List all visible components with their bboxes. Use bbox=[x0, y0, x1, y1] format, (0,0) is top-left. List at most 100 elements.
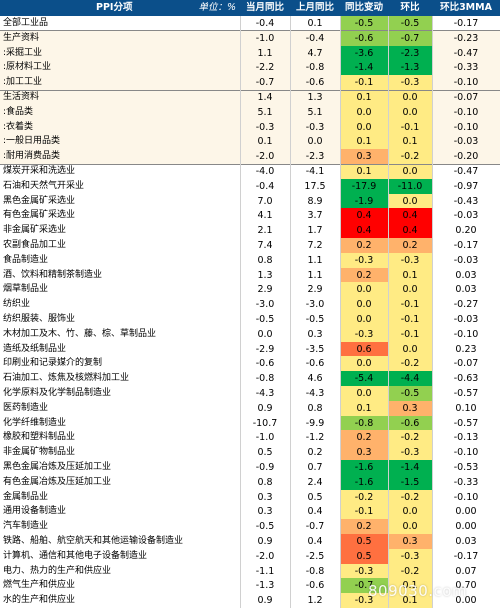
table-cell: 4.1 bbox=[240, 208, 290, 224]
table-cell: -0.5 bbox=[388, 16, 432, 31]
table-cell: 0.00 bbox=[432, 519, 500, 535]
table-cell: -1.6 bbox=[340, 460, 388, 475]
table-cell: -0.5 bbox=[240, 312, 290, 327]
table-cell: -0.10 bbox=[432, 489, 500, 505]
table-cell: 0.0 bbox=[388, 519, 432, 535]
table-cell: -0.10 bbox=[432, 75, 500, 91]
table-cell: -0.03 bbox=[432, 312, 500, 327]
table-cell: 0.5 bbox=[340, 548, 388, 564]
table-cell: -4.0 bbox=[240, 164, 290, 179]
table-cell: -1.1 bbox=[240, 563, 290, 579]
table-cell: 1.3 bbox=[240, 267, 290, 283]
row-label: 煤炭开采和洗选业 bbox=[0, 164, 240, 179]
row-label: :一般日用品类 bbox=[0, 134, 240, 150]
table-cell: 0.3 bbox=[240, 489, 290, 505]
table-cell: -0.10 bbox=[432, 104, 500, 120]
row-label: 生活资料 bbox=[0, 90, 240, 105]
row-label: 石油和天然气开采业 bbox=[0, 178, 240, 194]
table-cell: -0.07 bbox=[432, 90, 500, 105]
table-cell: -0.1 bbox=[340, 504, 388, 520]
row-label: 全部工业品 bbox=[0, 16, 240, 31]
row-label: :原材料工业 bbox=[0, 60, 240, 76]
table-cell: 0.2 bbox=[340, 238, 388, 253]
table-cell: 0.3 bbox=[340, 445, 388, 461]
table-cell: 0.3 bbox=[290, 326, 340, 342]
table-cell: 0.0 bbox=[388, 90, 432, 105]
table-cell: 0.4 bbox=[340, 223, 388, 239]
table-cell: -9.9 bbox=[290, 415, 340, 431]
table-cell: 0.1 bbox=[388, 134, 432, 150]
table-cell: -0.5 bbox=[340, 16, 388, 31]
table-cell: 5.1 bbox=[240, 104, 290, 120]
table-cell: -1.0 bbox=[240, 30, 290, 46]
table-cell: -4.1 bbox=[290, 164, 340, 179]
table-cell: -0.47 bbox=[432, 164, 500, 179]
section-divider bbox=[0, 30, 500, 32]
table-cell: 0.0 bbox=[388, 504, 432, 520]
table-cell: -4.3 bbox=[290, 386, 340, 401]
row-label: 化学原料及化学制品制造业 bbox=[0, 386, 240, 401]
table-cell: -0.33 bbox=[432, 474, 500, 490]
table-cell: 1.1 bbox=[290, 267, 340, 283]
table-cell: -0.3 bbox=[388, 548, 432, 564]
table-cell: -0.03 bbox=[432, 252, 500, 268]
table-cell: 0.0 bbox=[340, 312, 388, 327]
table-cell: -3.0 bbox=[240, 297, 290, 313]
table-cell: -0.17 bbox=[432, 548, 500, 564]
table-cell: -0.17 bbox=[432, 238, 500, 253]
table-cell: 0.3 bbox=[240, 504, 290, 520]
table-cell: 2.9 bbox=[240, 282, 290, 298]
table-cell: -0.3 bbox=[290, 119, 340, 135]
table-cell: -0.7 bbox=[340, 578, 388, 594]
table-cell: 0.1 bbox=[388, 267, 432, 283]
table-cell: 0.0 bbox=[388, 104, 432, 120]
table-cell: -4.3 bbox=[240, 386, 290, 401]
table-cell: 2.1 bbox=[240, 223, 290, 239]
row-label: 医药制造业 bbox=[0, 400, 240, 416]
column-divider bbox=[290, 16, 291, 608]
row-label: 生产资料 bbox=[0, 30, 240, 46]
row-label: 农副食品加工业 bbox=[0, 238, 240, 253]
table-cell: -0.5 bbox=[290, 312, 340, 327]
table-cell: 0.0 bbox=[388, 193, 432, 209]
row-label: 通用设备制造业 bbox=[0, 504, 240, 520]
header-col-prev-yoy: 上月同比 bbox=[290, 0, 340, 16]
table-cell: 0.5 bbox=[340, 534, 388, 549]
table-cell: -0.63 bbox=[432, 371, 500, 387]
table-cell: 0.4 bbox=[290, 504, 340, 520]
table-cell: -0.1 bbox=[340, 75, 388, 91]
row-label: 金属制品业 bbox=[0, 489, 240, 505]
table-cell: 5.1 bbox=[290, 104, 340, 120]
table-cell: 0.0 bbox=[340, 297, 388, 313]
header-col-mom: 环比 bbox=[388, 0, 432, 16]
row-label: 非金属矿物制品业 bbox=[0, 445, 240, 461]
row-label: :加工工业 bbox=[0, 75, 240, 91]
column-divider bbox=[240, 16, 241, 608]
table-cell: 0.03 bbox=[432, 534, 500, 549]
row-label: :食品类 bbox=[0, 104, 240, 120]
row-label: 木材加工及木、竹、藤、棕、草制品业 bbox=[0, 326, 240, 342]
table-cell: 0.1 bbox=[290, 16, 340, 31]
table-cell: 0.0 bbox=[340, 119, 388, 135]
table-cell: 0.23 bbox=[432, 341, 500, 357]
table-cell: -0.1 bbox=[388, 326, 432, 342]
table-cell: -0.1 bbox=[388, 312, 432, 327]
row-label: 食品制造业 bbox=[0, 252, 240, 268]
row-label: 有色金属矿采选业 bbox=[0, 208, 240, 224]
table-cell: -2.9 bbox=[240, 341, 290, 357]
table-cell: 0.2 bbox=[340, 430, 388, 446]
table-cell: -4.4 bbox=[388, 371, 432, 387]
table-cell: 0.5 bbox=[240, 445, 290, 461]
table-cell: -0.3 bbox=[340, 252, 388, 268]
table-cell: 3.7 bbox=[290, 208, 340, 224]
table-cell: 1.4 bbox=[240, 90, 290, 105]
table-cell: 0.0 bbox=[388, 164, 432, 179]
table-cell: 0.2 bbox=[340, 519, 388, 535]
row-label: 黑色金属冶炼及压延加工业 bbox=[0, 460, 240, 475]
table-cell: 0.03 bbox=[432, 282, 500, 298]
table-cell: -0.7 bbox=[388, 30, 432, 46]
table-cell: 0.9 bbox=[240, 400, 290, 416]
table-cell: -0.4 bbox=[240, 16, 290, 31]
table-cell: -0.2 bbox=[340, 489, 388, 505]
table-cell: 0.00 bbox=[432, 593, 500, 608]
